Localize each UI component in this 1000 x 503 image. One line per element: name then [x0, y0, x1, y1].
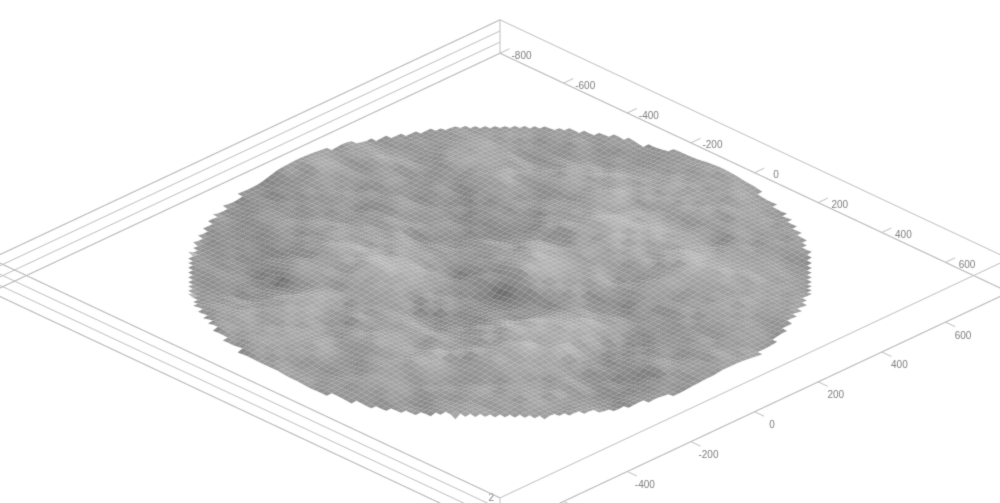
- 3d-surface-plot: [0, 0, 1000, 503]
- plot-canvas: [0, 0, 1000, 503]
